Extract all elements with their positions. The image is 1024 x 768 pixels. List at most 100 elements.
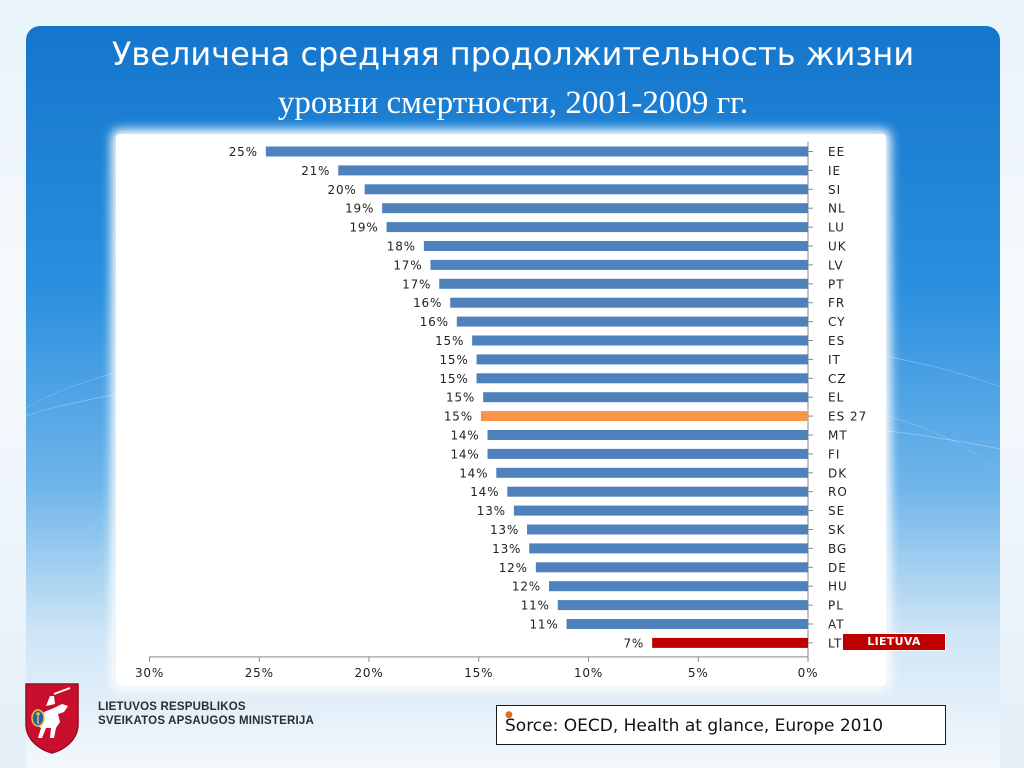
category-label: LV (828, 258, 844, 272)
category-label: CZ (828, 372, 847, 386)
data-label: 13% (477, 504, 506, 518)
bar-lv (430, 259, 808, 270)
data-label: 14% (450, 447, 479, 461)
bar-sk (527, 524, 808, 535)
data-label: 13% (490, 523, 519, 537)
bar-it (476, 354, 808, 365)
ministry-logo-block: LIETUVOS RESPUBLIKOS SVEIKATOS APSAUGOS … (24, 682, 384, 760)
bar-es-27 (480, 411, 808, 422)
data-label: 15% (446, 391, 475, 405)
bar-pt (439, 278, 808, 289)
bar-mt (487, 430, 808, 440)
source-box: Sorce: OECD, Health at glance, Europe 20… (496, 705, 946, 745)
data-label: 12% (512, 580, 541, 594)
category-label: LT (828, 636, 842, 650)
data-label: 14% (470, 485, 499, 499)
data-label: 11% (529, 618, 558, 632)
category-label: IE (828, 164, 841, 178)
x-tick-label: 0% (798, 666, 819, 680)
x-tick-label: 25% (245, 666, 274, 680)
x-tick-label: 5% (688, 666, 709, 680)
x-tick-label: 30% (135, 666, 164, 680)
category-label: FI (828, 447, 840, 461)
bar-chart: 25% EE 21% IE 20% SI 19% NL 19% LU 18% UK 17% LV 17% PT… (135, 142, 867, 680)
bar-lu (386, 222, 808, 233)
category-label: NL (828, 202, 846, 216)
bar-lt (652, 637, 808, 648)
bar-se (513, 505, 808, 516)
slide-title-line2: уровни смертности, 2001-2009 гг. (277, 85, 749, 121)
data-label: 21% (301, 164, 330, 178)
source-bullet-icon: ● (505, 710, 513, 720)
data-label: 16% (420, 315, 449, 329)
data-label: 18% (387, 240, 416, 254)
category-label: MT (828, 429, 848, 443)
bar-hu (548, 581, 808, 592)
data-label: 17% (402, 277, 431, 291)
category-label: ES 27 (828, 410, 867, 424)
bar-at (566, 619, 808, 629)
data-label: 15% (439, 372, 468, 386)
data-label: 20% (328, 183, 357, 197)
data-label: 25% (229, 145, 258, 159)
data-label: 19% (345, 202, 374, 216)
bar-si (364, 184, 808, 195)
data-label: 19% (349, 221, 378, 235)
category-label: HU (828, 580, 848, 594)
category-label: AT (828, 618, 845, 632)
data-label: 11% (521, 599, 550, 613)
source-text: Sorce: OECD, Health at glance, Europe 20… (505, 716, 884, 736)
slide-title: Увеличена средняя продолжительность жизн… (26, 30, 1000, 128)
category-label: SK (828, 523, 846, 537)
data-label: 14% (459, 466, 488, 480)
bar-uk (423, 241, 808, 251)
x-tick-label: 15% (464, 666, 493, 680)
bar-cz (476, 373, 808, 384)
category-label: CY (828, 315, 846, 329)
x-tick-label: 10% (574, 666, 603, 680)
category-label: FR (828, 296, 845, 310)
bar-ie (338, 165, 808, 176)
bar-ee (265, 146, 808, 157)
chart-frame: 25% EE 21% IE 20% SI 19% NL 19% LU 18% UK 17% LV 17% PT… (116, 134, 886, 686)
coat-of-arms-icon (25, 683, 79, 754)
data-label: 17% (393, 258, 422, 272)
bar-fi (487, 448, 808, 459)
bar-fr (450, 297, 808, 308)
category-label: EE (828, 145, 845, 159)
category-label: UK (828, 240, 847, 254)
x-tick-label: 20% (354, 666, 383, 680)
slide-title-line1: Увеличена средняя продолжительность жизн… (111, 35, 915, 73)
category-label: SE (828, 504, 845, 518)
data-label: 15% (439, 353, 468, 367)
data-label: 15% (444, 410, 473, 424)
data-label: 14% (450, 429, 479, 443)
data-label: 12% (499, 561, 528, 575)
ministry-name-line2: SVEIKATOS APSAUGOS MINISTERIJA (98, 715, 315, 727)
category-label: SI (828, 183, 841, 197)
lietuva-label: LIETUVA (842, 633, 946, 651)
category-label: DE (828, 561, 847, 575)
bar-cy (456, 316, 808, 327)
bar-ro (507, 486, 808, 497)
category-label: RO (828, 485, 848, 499)
category-label: EL (828, 391, 844, 405)
bar-nl (382, 203, 808, 214)
ministry-name-line1: LIETUVOS RESPUBLIKOS (98, 701, 246, 713)
bar-de (535, 562, 808, 573)
data-label: 16% (413, 296, 442, 310)
data-label: 7% (624, 636, 645, 650)
category-label: PT (828, 277, 845, 291)
category-label: DK (828, 466, 847, 480)
bar-bg (529, 543, 808, 554)
category-label: LU (828, 221, 845, 235)
data-label: 13% (492, 542, 521, 556)
bar-dk (496, 467, 808, 478)
category-label: ES (828, 334, 845, 348)
category-label: BG (828, 542, 847, 556)
category-label: PL (828, 599, 844, 613)
bar-pl (557, 600, 808, 611)
bar-es (472, 335, 808, 346)
data-label: 15% (435, 334, 464, 348)
category-label: IT (828, 353, 841, 367)
